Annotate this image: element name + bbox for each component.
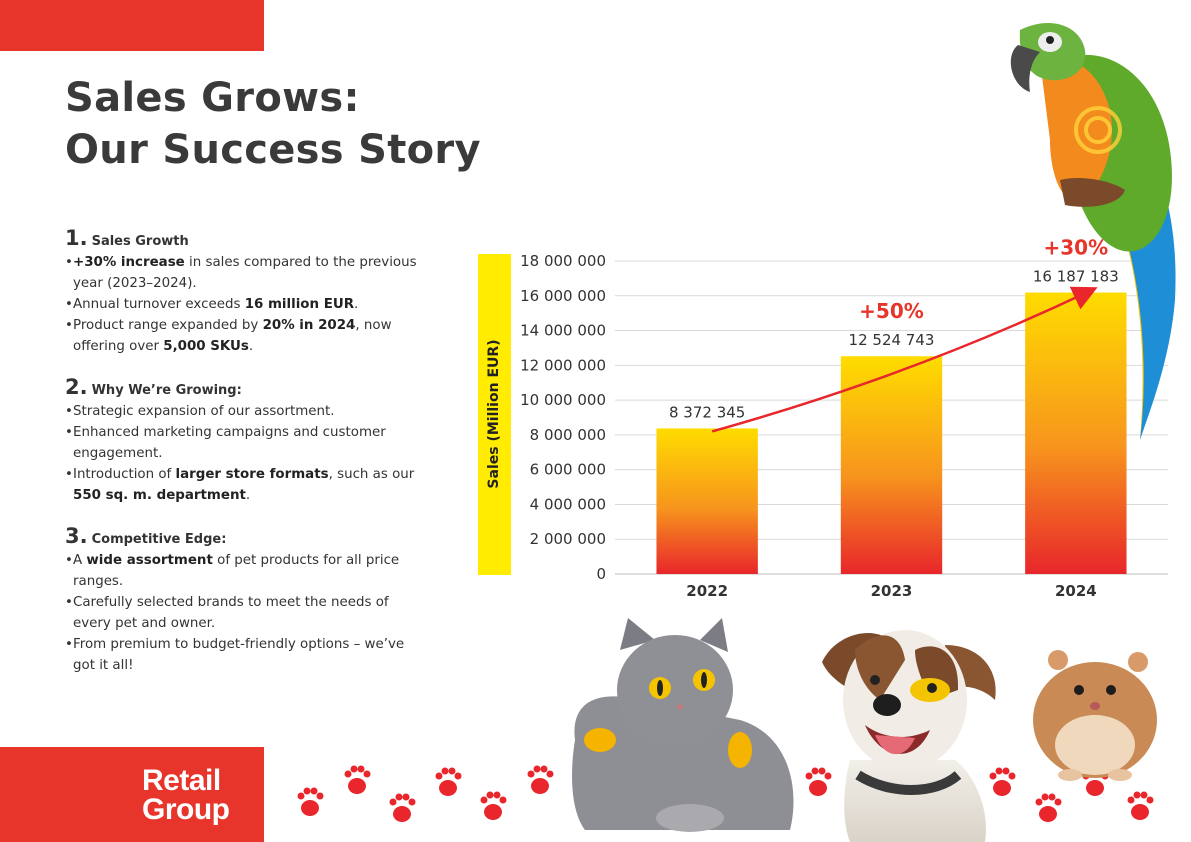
- section-number: 2.: [65, 375, 88, 399]
- bullet-text: , now offering over: [73, 318, 392, 354]
- bullet-text: Enhanced marketing campaigns and custome…: [73, 425, 386, 461]
- section-title: Sales Growth: [91, 234, 189, 249]
- section-1: 1.Sales Growth+30% increase in sales com…: [65, 226, 425, 357]
- bullet-text-bold: 550 sq. m. department: [73, 488, 246, 503]
- value-label: 16 187 183: [1033, 268, 1119, 286]
- bullet-item: Carefully selected brands to meet the ne…: [65, 592, 425, 634]
- bullet-text-bold: +30% increase: [73, 255, 185, 270]
- section-2: 2.Why We’re Growing: Strategic expansion …: [65, 375, 425, 506]
- bullet-text: of pet products for all price ranges.: [73, 553, 400, 589]
- y-tick-label: 4 000 000: [530, 495, 606, 513]
- bullet-text: .: [248, 339, 254, 354]
- cat-illustration: [572, 618, 794, 832]
- y-axis-label-bar: [478, 254, 511, 575]
- text-sections: 1.Sales Growth+30% increase in sales com…: [65, 226, 425, 694]
- bullet-item: Annual turnover exceeds 16 million EUR.: [65, 294, 425, 315]
- bullet-text: Strategic expansion of our assortment.: [73, 404, 335, 419]
- trend-arrow-line: [711, 286, 1098, 433]
- y-tick-label: 14 000 000: [520, 322, 606, 340]
- bullet-item: Introduction of larger store formats, su…: [65, 464, 425, 506]
- dog-illustration: [822, 630, 996, 842]
- bullet-text: From premium to budget-friendly options …: [73, 637, 405, 673]
- page-title: Sales Grows: Our Success Story: [65, 72, 481, 176]
- bullet-text: A: [73, 553, 87, 568]
- bullet-text: , such as our: [328, 467, 415, 482]
- bar-2022: [656, 428, 758, 574]
- hamster-illustration: [1033, 650, 1157, 781]
- top-accent-bar: [0, 0, 264, 51]
- section-heading: 2. Why We’re Growing:: [65, 375, 425, 399]
- section-number: 3.: [65, 524, 88, 548]
- y-tick-label: 8 000 000: [530, 426, 606, 444]
- value-label: 12 524 743: [849, 331, 935, 349]
- bars: [656, 292, 1127, 574]
- y-tick-label: 18 000 000: [520, 252, 606, 270]
- section-title: Why We’re Growing:: [91, 383, 242, 398]
- y-tick-label: 6 000 000: [530, 461, 606, 479]
- y-tick-label: 2 000 000: [530, 530, 606, 548]
- y-tick-labels: 0 2 000 000 4 000 000 6 000 000 8 000 000 10 …: [520, 252, 606, 583]
- bullet-text: .: [354, 297, 359, 312]
- growth-label: +50%: [859, 299, 924, 323]
- bullet-item: +30% increase in sales compared to the p…: [65, 252, 425, 294]
- bar-2024: [1025, 292, 1127, 574]
- x-tick-label: 2023: [871, 582, 913, 600]
- bullet-text-bold: 20% in 2024: [262, 318, 356, 333]
- title-line-2: Our Success Story: [65, 127, 481, 173]
- bullet-item: Product range expanded by 20% in 2024, n…: [65, 315, 425, 357]
- bullet-text: Carefully selected brands to meet the ne…: [73, 595, 389, 631]
- section-number: 1.: [65, 226, 88, 250]
- bullet-text: Product range expanded by: [73, 318, 263, 333]
- bullet-text-bold: wide assortment: [86, 553, 213, 568]
- parrot-illustration: [1010, 22, 1176, 440]
- title-line-1: Sales Grows:: [65, 75, 360, 121]
- bullet-text: .: [245, 488, 251, 503]
- trend-arrow: [711, 286, 1098, 433]
- bullet-item: A wide assortment of pet products for al…: [65, 550, 425, 592]
- bullet-text-bold: larger store formats: [175, 467, 329, 482]
- x-tick-label: 2024: [1055, 582, 1097, 600]
- bar-2023: [840, 356, 943, 574]
- bottom-accent-bar: [0, 747, 264, 842]
- bullet-text: Introduction of: [73, 467, 176, 482]
- bullet-text-bold: 5,000 SKUs: [163, 339, 249, 354]
- logo-line-2: Group: [142, 793, 230, 826]
- section-heading: 1. Sales Growth: [65, 226, 425, 250]
- bullet-text: Annual turnover exceeds: [73, 297, 245, 312]
- y-tick-label: 10 000 000: [520, 391, 606, 409]
- bullet-item: Strategic expansion of our assortment.: [65, 401, 425, 422]
- bullet-text: in sales compared to the previous year (…: [73, 255, 417, 291]
- x-tick-label: 2022: [686, 582, 728, 600]
- y-tick-label: 16 000 000: [520, 287, 606, 305]
- logo-line-1: Retail: [142, 764, 221, 797]
- y-tick-label: 0: [596, 565, 606, 583]
- y-tick-label: 12 000 000: [520, 356, 606, 374]
- paw-print-icon: [297, 765, 1154, 822]
- bullet-item: Enhanced marketing campaigns and custome…: [65, 422, 425, 464]
- data-labels: 2022 8 372 345 2023 12 524 743 +50% 2024 16 18…: [669, 236, 1119, 600]
- bullet-text-bold: 16 million EUR: [244, 297, 355, 312]
- value-label: 8 372 345: [669, 403, 745, 421]
- growth-label: +30%: [1044, 236, 1109, 260]
- section-heading: 3. Competitive Edge:: [65, 524, 425, 548]
- bullet-item: From premium to budget-friendly options …: [65, 634, 425, 676]
- section-title: Competitive Edge:: [91, 532, 227, 547]
- section-3: 3.Competitive Edge:A wide assortment of …: [65, 524, 425, 676]
- logo: Retail Group: [142, 764, 230, 826]
